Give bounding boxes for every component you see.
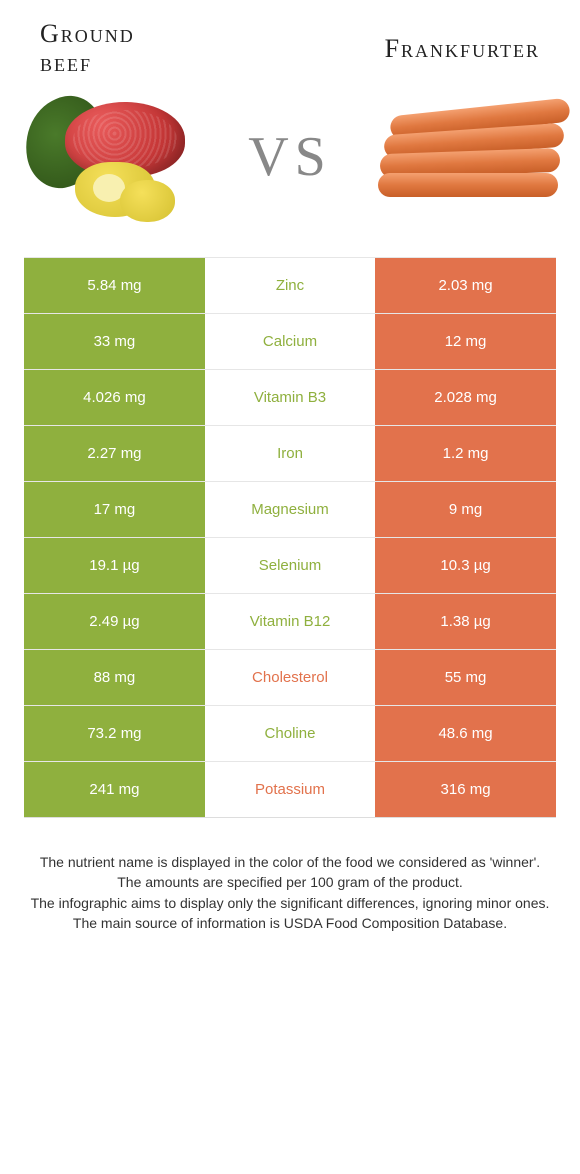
nutrient-row: 5.84 mgZinc2.03 mg [24, 257, 556, 313]
footnote-line: The amounts are specified per 100 gram o… [30, 872, 550, 892]
left-value: 88 mg [24, 650, 205, 705]
left-value: 19.1 µg [24, 538, 205, 593]
nutrient-row: 19.1 µgSelenium10.3 µg [24, 537, 556, 593]
right-value: 48.6 mg [375, 706, 556, 761]
right-value: 1.38 µg [375, 594, 556, 649]
left-food-title: Ground beef [40, 20, 265, 77]
nutrient-row: 2.49 µgVitamin B121.38 µg [24, 593, 556, 649]
nutrient-label: Selenium [205, 538, 375, 593]
nutrient-label: Potassium [205, 762, 375, 817]
nutrient-row: 2.27 mgIron1.2 mg [24, 425, 556, 481]
right-value: 10.3 µg [375, 538, 556, 593]
left-food-line1: Ground [40, 19, 135, 48]
nutrient-row: 33 mgCalcium12 mg [24, 313, 556, 369]
nutrient-label: Iron [205, 426, 375, 481]
nutrient-label: Choline [205, 706, 375, 761]
left-value: 2.27 mg [24, 426, 205, 481]
left-value: 2.49 µg [24, 594, 205, 649]
right-value: 12 mg [375, 314, 556, 369]
right-value: 2.03 mg [375, 258, 556, 313]
left-value: 33 mg [24, 314, 205, 369]
right-food-title: Frankfurter [315, 34, 540, 64]
nutrient-label: Vitamin B3 [205, 370, 375, 425]
right-value: 1.2 mg [375, 426, 556, 481]
nutrient-label: Vitamin B12 [205, 594, 375, 649]
right-food-image [380, 87, 560, 227]
footnote-line: The main source of information is USDA F… [30, 913, 550, 933]
nutrient-label: Zinc [205, 258, 375, 313]
footnote-line: The infographic aims to display only the… [30, 893, 550, 913]
right-value: 316 mg [375, 762, 556, 817]
left-value: 5.84 mg [24, 258, 205, 313]
left-food-image [20, 87, 200, 227]
nutrient-label: Magnesium [205, 482, 375, 537]
nutrient-table: 5.84 mgZinc2.03 mg33 mgCalcium12 mg4.026… [24, 257, 556, 818]
right-value: 2.028 mg [375, 370, 556, 425]
header: Ground beef Frankfurter [0, 0, 580, 87]
footnote-line: The nutrient name is displayed in the co… [30, 852, 550, 872]
nutrient-label: Cholesterol [205, 650, 375, 705]
right-value: 55 mg [375, 650, 556, 705]
nutrient-row: 88 mgCholesterol55 mg [24, 649, 556, 705]
nutrient-row: 241 mgPotassium316 mg [24, 761, 556, 817]
left-value: 73.2 mg [24, 706, 205, 761]
vs-row: VS [0, 87, 580, 247]
nutrient-row: 73.2 mgCholine48.6 mg [24, 705, 556, 761]
nutrient-row: 4.026 mgVitamin B32.028 mg [24, 369, 556, 425]
nutrient-label: Calcium [205, 314, 375, 369]
vs-label: VS [248, 125, 332, 189]
left-value: 17 mg [24, 482, 205, 537]
footnotes: The nutrient name is displayed in the co… [30, 852, 550, 933]
nutrient-row: 17 mgMagnesium9 mg [24, 481, 556, 537]
left-value: 4.026 mg [24, 370, 205, 425]
right-value: 9 mg [375, 482, 556, 537]
left-value: 241 mg [24, 762, 205, 817]
left-food-line2: beef [40, 48, 92, 77]
